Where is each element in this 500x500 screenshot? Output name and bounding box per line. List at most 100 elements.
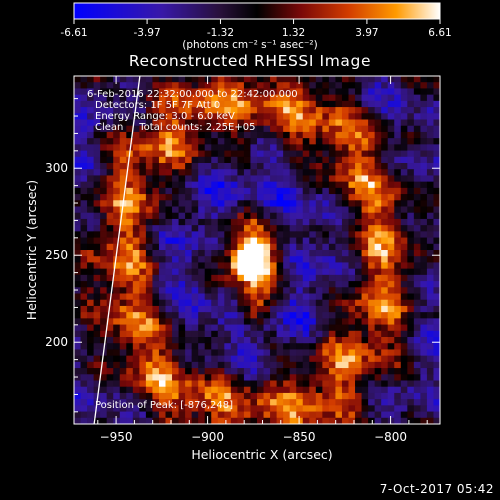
heatmap-cell — [198, 163, 206, 170]
heatmap-cell — [74, 268, 81, 276]
heatmap-cell — [217, 237, 225, 245]
heatmap-cell — [87, 337, 95, 344]
heatmap-cell — [250, 100, 258, 108]
heatmap-cell — [296, 144, 304, 151]
heatmap-cell — [126, 374, 134, 381]
heatmap-cell — [224, 237, 232, 245]
heatmap-cell — [145, 405, 153, 412]
heatmap-cell — [387, 287, 395, 294]
heatmap-cell — [309, 417, 317, 425]
heatmap-cell — [165, 107, 173, 114]
heatmap-cell — [230, 206, 238, 214]
heatmap-cell — [420, 100, 428, 108]
heatmap-cell — [263, 312, 271, 319]
heatmap-cell — [139, 138, 147, 145]
heatmap-cell — [400, 131, 408, 139]
heatmap-cell — [381, 113, 389, 120]
heatmap-cell — [413, 237, 421, 245]
heatmap-cell — [152, 144, 160, 151]
heatmap-cell — [276, 163, 284, 170]
heatmap-cell — [165, 156, 173, 164]
heatmap-cell — [87, 343, 95, 350]
heatmap-cell — [426, 293, 434, 301]
heatmap-cell — [172, 293, 179, 301]
heatmap-cell — [387, 268, 395, 276]
heatmap-cell — [204, 281, 212, 288]
heatmap-cell — [400, 250, 408, 257]
heatmap-cell — [80, 287, 88, 294]
heatmap-cell — [237, 206, 245, 214]
heatmap-cell — [315, 125, 323, 133]
heatmap-cell — [381, 274, 389, 282]
heatmap-cell — [394, 361, 402, 369]
heatmap-cell — [230, 187, 238, 195]
heatmap-cell — [387, 368, 395, 375]
heatmap-cell — [93, 299, 101, 307]
heatmap-cell — [224, 256, 232, 263]
heatmap-cell — [407, 94, 415, 102]
heatmap-cell — [139, 262, 147, 270]
heatmap-cell — [407, 299, 415, 307]
heatmap-cell — [93, 88, 101, 96]
heatmap-cell — [132, 88, 140, 96]
heatmap-cell — [302, 337, 310, 344]
heatmap-cell — [289, 206, 297, 214]
heatmap-cell — [224, 88, 232, 96]
heatmap-cell — [407, 243, 415, 251]
heatmap-cell — [348, 268, 356, 276]
heatmap-cell — [185, 88, 193, 96]
heatmap-cell — [139, 76, 147, 83]
heatmap-cell — [119, 361, 127, 369]
heatmap-cell — [400, 175, 408, 183]
heatmap-cell — [172, 324, 179, 332]
heatmap-cell — [126, 305, 134, 313]
heatmap-cell — [113, 337, 121, 344]
heatmap-cell — [341, 125, 349, 133]
heatmap-cell — [328, 250, 336, 257]
heatmap-cell — [74, 324, 81, 332]
heatmap-cell — [322, 113, 330, 120]
heatmap-cell — [152, 256, 160, 263]
heatmap-cell — [341, 119, 349, 127]
heatmap-cell — [87, 274, 95, 282]
heatmap-cell — [328, 324, 336, 332]
heatmap-cell — [341, 218, 349, 226]
heatmap-cell — [426, 392, 434, 400]
heatmap-cell — [270, 163, 278, 170]
heatmap-cell — [263, 417, 271, 425]
heatmap-cell — [322, 305, 330, 313]
heatmap-cell — [296, 281, 304, 288]
heatmap-cell — [420, 181, 428, 189]
heatmap-cell — [315, 268, 323, 276]
heatmap-cell — [80, 281, 88, 288]
heatmap-cell — [243, 138, 251, 145]
heatmap-cell — [165, 187, 173, 195]
heatmap-cell — [80, 312, 88, 319]
heatmap-cell — [296, 125, 304, 133]
heatmap-cell — [243, 262, 251, 270]
heatmap-cell — [230, 380, 238, 388]
heatmap-cell — [152, 405, 160, 412]
heatmap-cell — [237, 138, 245, 145]
heatmap-cell — [191, 262, 199, 270]
heatmap-cell — [100, 131, 108, 139]
heatmap-cell — [165, 113, 173, 120]
heatmap-cell — [93, 187, 101, 195]
heatmap-cell — [237, 163, 245, 170]
heatmap-cell — [113, 374, 121, 381]
heatmap-cell — [413, 343, 421, 350]
heatmap-cell — [420, 107, 428, 114]
heatmap-cell — [139, 299, 147, 307]
heatmap-cell — [217, 175, 225, 183]
heatmap-cell — [100, 417, 108, 425]
heatmap-cell — [335, 82, 343, 89]
heatmap-cell — [211, 243, 219, 251]
heatmap-cell — [126, 237, 134, 245]
heatmap-cell — [237, 175, 245, 183]
heatmap-cell — [250, 293, 258, 301]
heatmap-cell — [394, 312, 402, 319]
heatmap-cell — [335, 399, 343, 406]
heatmap-cell — [106, 218, 114, 226]
heatmap-cell — [80, 144, 88, 151]
heatmap-cell — [158, 281, 166, 288]
